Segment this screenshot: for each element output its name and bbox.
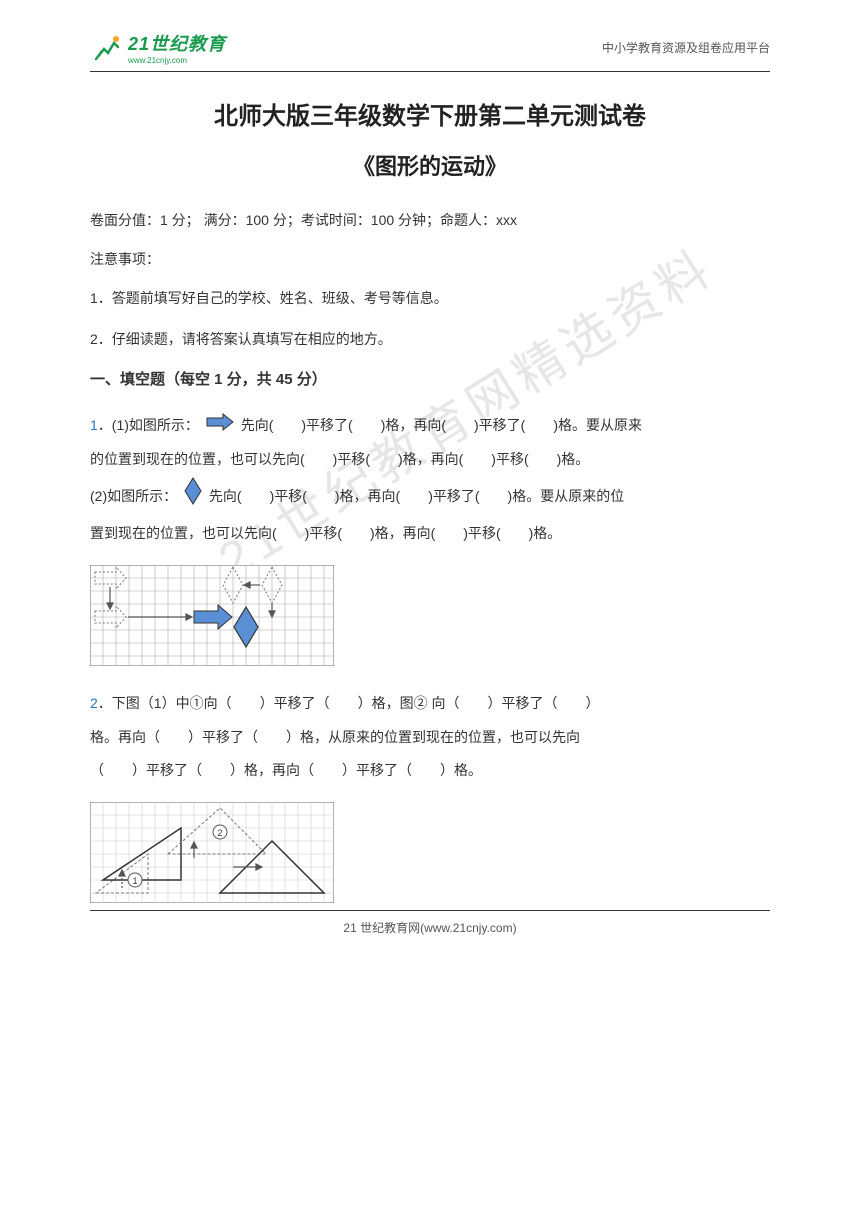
diamond-shape-icon — [183, 477, 203, 518]
question-2: 2．下图（1）中①向（ ）平移了（ ）格，图② 向（ ）平移了（ ） 格。再向（… — [90, 687, 770, 788]
figure-1 — [90, 565, 770, 671]
q1-p2c: 置到现在的位置，也可以先向( )平移( )格，再向( )平移( )格。 — [90, 525, 561, 541]
svg-text:1: 1 — [132, 876, 137, 886]
q2-l1: ．下图（1）中①向（ ）平移了（ ）格，图② 向（ ）平移了（ ） — [98, 695, 600, 711]
page-subtitle: 《图形的运动》 — [90, 149, 770, 181]
svg-text:2: 2 — [217, 828, 222, 838]
note-item-2: 2．仔细读题，请将答案认真填写在相应的地方。 — [90, 328, 770, 350]
q2-number: 2 — [90, 695, 98, 711]
q1-p1c: 的位置到现在的位置，也可以先向( )平移( )格，再向( )平移( )格。 — [90, 451, 589, 467]
arrow-shape-icon — [205, 410, 235, 444]
q1-number: 1 — [90, 417, 98, 433]
notes-heading: 注意事项： — [90, 249, 770, 269]
logo-text: 21世纪教育 — [128, 30, 226, 56]
exam-info-line: 卷面分值：1 分； 满分：100 分；考试时间：100 分钟；命题人：xxx — [90, 209, 770, 231]
q1-p2b: 先向( )平移( )格，再向( )平移了( )格。要从原来的位 — [209, 488, 624, 504]
page-footer: 21 世纪教育网(www.21cnjy.com) — [90, 910, 770, 936]
q1-p1a: ．(1)如图所示： — [98, 417, 199, 433]
q1-p2a: (2)如图所示： — [90, 488, 177, 504]
section-1-title: 一、填空题（每空 1 分，共 45 分） — [90, 368, 770, 389]
logo: 21世纪教育 www.21cnjy.com — [90, 30, 226, 65]
note-item-1: 1．答题前填写好自己的学校、姓名、班级、考号等信息。 — [90, 287, 770, 309]
q1-p1b: 先向( )平移了( )格，再向( )平移了( )格。要从原来 — [241, 417, 642, 433]
logo-url: www.21cnjy.com — [128, 56, 226, 65]
header-right-text: 中小学教育资源及组卷应用平台 — [602, 39, 770, 56]
runner-icon — [90, 33, 124, 63]
q2-l3: （ ）平移了（ ）格，再向（ ）平移了（ ）格。 — [90, 762, 482, 778]
q2-l2: 格。再向（ ）平移了（ ）格，从原来的位置到现在的位置，也可以先向 — [90, 729, 580, 745]
header-bar: 21世纪教育 www.21cnjy.com 中小学教育资源及组卷应用平台 — [90, 30, 770, 72]
page-title: 北师大版三年级数学下册第二单元测试卷 — [90, 96, 770, 131]
figure-2: 1 2 — [90, 802, 770, 908]
question-1: 1．(1)如图所示： 先向( )平移了( )格，再向( )平移了( )格。要从原… — [90, 409, 770, 551]
